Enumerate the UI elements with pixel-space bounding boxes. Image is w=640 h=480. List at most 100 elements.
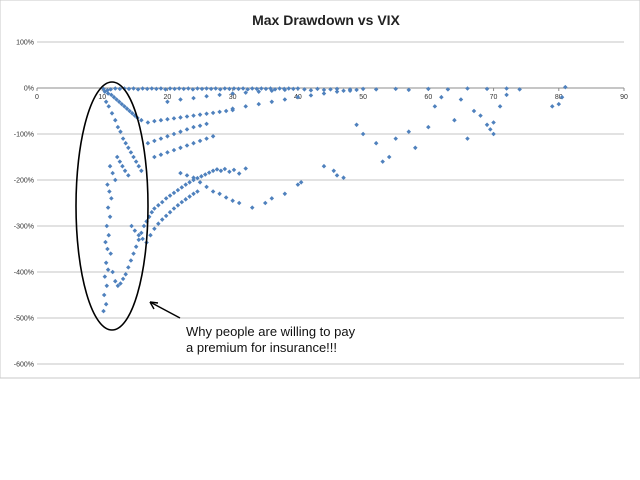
y-tick-label: -200% (14, 178, 34, 185)
data-point (149, 86, 155, 91)
data-point (123, 272, 128, 277)
data-point (341, 88, 346, 94)
data-point (269, 196, 275, 201)
x-tick-label: 70 (490, 94, 498, 101)
x-tick-label: 90 (620, 94, 628, 101)
data-point (103, 239, 108, 245)
x-tick-label: 60 (424, 94, 432, 101)
data-point (269, 88, 275, 94)
data-point (102, 89, 108, 94)
data-point (108, 251, 113, 256)
highlight-ellipse (75, 81, 149, 331)
data-point (191, 124, 196, 130)
data-point (105, 205, 111, 210)
data-point (406, 129, 412, 134)
data-point (115, 283, 121, 289)
y-tick-label: -500% (14, 316, 34, 323)
data-point (106, 232, 112, 238)
data-point (111, 94, 117, 100)
annotation-line-2: a premium for insurance!!! (186, 340, 337, 355)
chart-area (0, 0, 640, 379)
data-point (184, 114, 190, 119)
data-point (105, 91, 111, 96)
y-tick-label: 100% (16, 40, 34, 47)
data-point (190, 87, 196, 92)
data-point (113, 177, 118, 183)
data-point (308, 88, 314, 93)
data-point (165, 117, 170, 122)
data-point (122, 168, 128, 174)
data-point (107, 189, 112, 194)
data-point (129, 111, 135, 116)
data-point (113, 278, 118, 284)
data-point (108, 87, 113, 92)
data-point (204, 86, 209, 91)
data-point (105, 246, 110, 252)
data-point (272, 87, 278, 92)
x-tick-label: 0 (35, 94, 39, 101)
data-point (117, 86, 123, 92)
data-point (373, 140, 379, 146)
data-point (223, 108, 229, 114)
data-point (109, 92, 114, 98)
data-point (380, 159, 385, 164)
data-point (115, 124, 121, 130)
x-tick-label: 10 (98, 94, 106, 101)
data-point (171, 116, 177, 121)
data-point (165, 99, 170, 105)
data-point (167, 86, 173, 91)
y-tick-label: -400% (14, 270, 34, 277)
data-point (104, 283, 110, 289)
data-point (243, 104, 248, 109)
data-point (245, 87, 250, 92)
data-point (114, 154, 120, 160)
data-point (126, 173, 131, 178)
data-point (110, 170, 115, 176)
data-point (120, 163, 125, 169)
data-point (269, 99, 275, 105)
y-axis-ticks: 100% 0% -100% -200% -300% -400% -500% -600% (14, 40, 34, 369)
data-point (491, 120, 496, 125)
data-point (152, 118, 157, 124)
data-point (103, 99, 109, 105)
y-tick-label: 0% (24, 86, 34, 93)
y-tick-label: -600% (14, 362, 34, 369)
data-point (107, 163, 113, 169)
data-point (109, 196, 114, 201)
data-point (243, 90, 248, 95)
data-point (240, 86, 246, 91)
data-point (107, 214, 113, 220)
annotation-line-1: Why people are willing to pay (186, 324, 356, 339)
data-point (120, 136, 126, 141)
data-point (208, 86, 214, 92)
data-point (117, 159, 123, 164)
data-point (222, 86, 228, 91)
y-tick-label: -100% (14, 132, 34, 139)
y-tick-label: -300% (14, 224, 34, 231)
x-tick-label: 50 (359, 94, 367, 101)
data-point (308, 93, 314, 98)
data-point (491, 131, 496, 137)
data-point (227, 86, 232, 92)
data-point (452, 117, 457, 123)
data-point (106, 104, 112, 109)
data-point (488, 127, 493, 132)
chart-title: Max Drawdown vs VIX (252, 12, 400, 28)
data-point (334, 173, 340, 178)
data-point (204, 94, 209, 99)
data-point (126, 265, 131, 270)
data-point (341, 175, 346, 180)
data-point (103, 260, 109, 266)
data-point (105, 182, 110, 187)
data-point (103, 301, 109, 307)
data-point (321, 163, 327, 169)
data-point (413, 145, 418, 151)
data-point (118, 129, 123, 134)
x-tick-label: 30 (229, 94, 237, 101)
data-point (119, 101, 125, 107)
data-point (204, 111, 209, 117)
x-tick-label: 80 (555, 94, 563, 101)
data-point (204, 121, 209, 127)
data-point (126, 145, 131, 151)
